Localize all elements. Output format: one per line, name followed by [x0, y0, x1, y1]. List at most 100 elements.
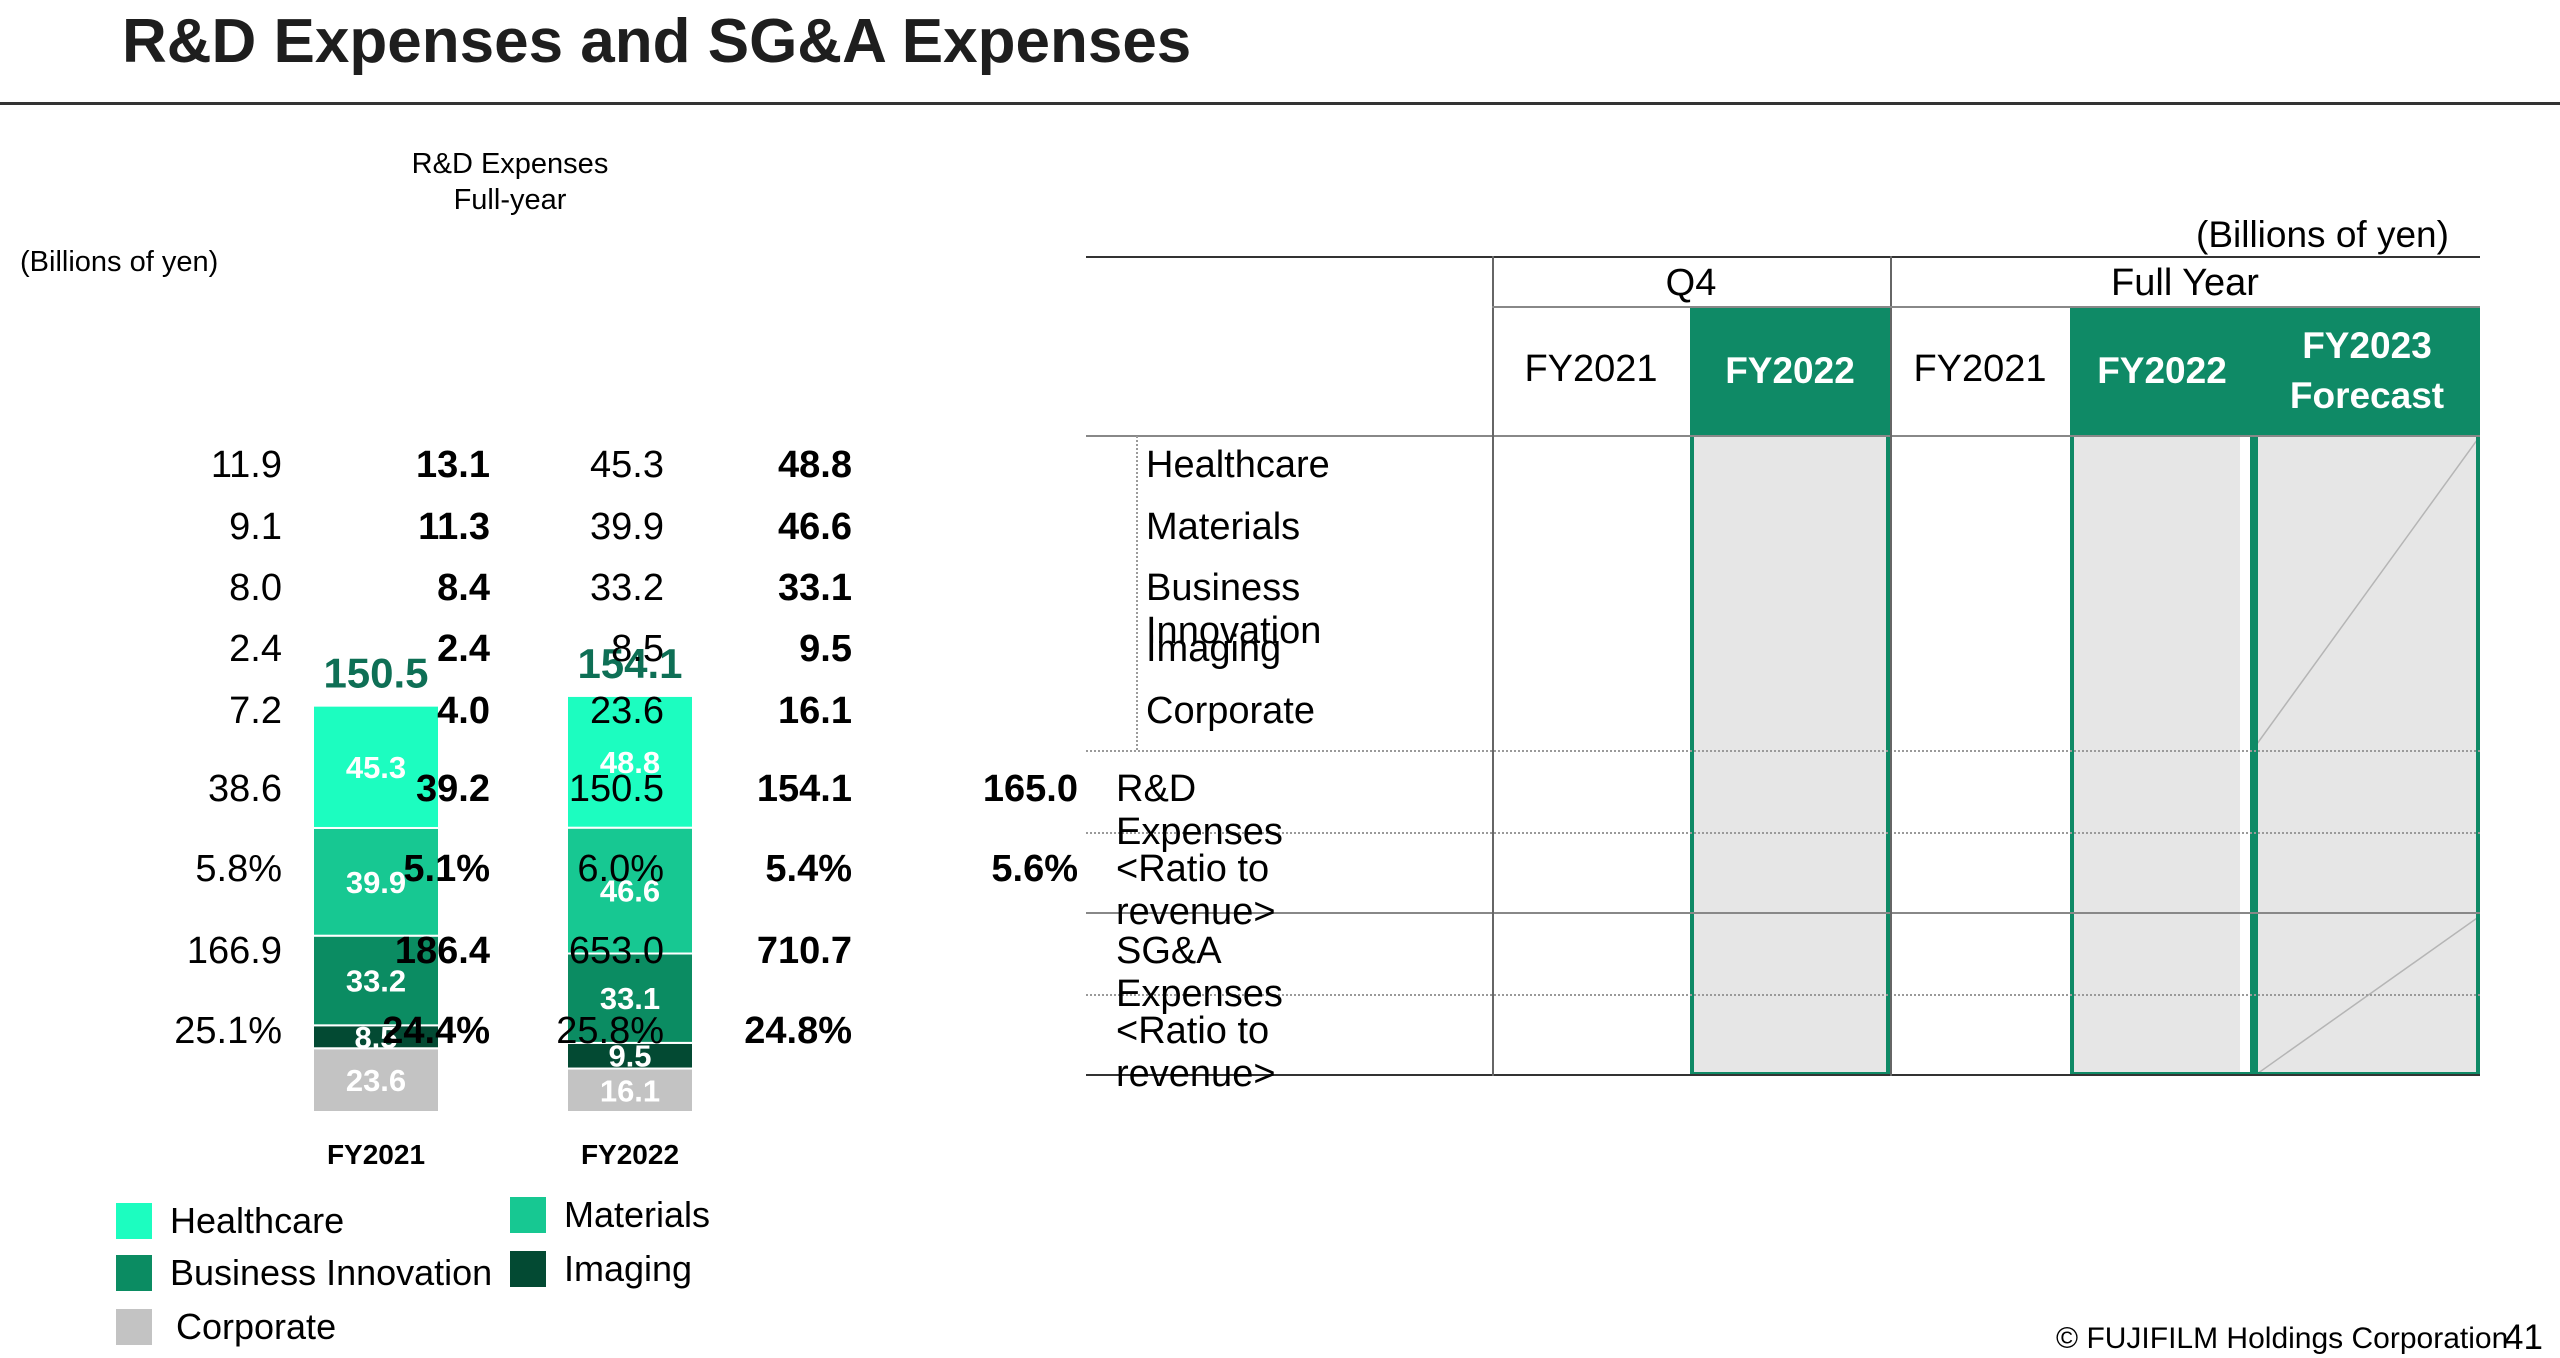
- legend-swatch-business-innovation: [116, 1255, 152, 1291]
- legend-swatch-materials: [510, 1197, 546, 1233]
- total-label-fy2022: 154.1: [577, 640, 682, 687]
- table-cell: 9.5: [799, 628, 852, 670]
- col-sep-label: [1492, 256, 1494, 1076]
- chart-title: R&D Expenses Full-year: [360, 146, 660, 218]
- table-cell: 165.0: [982, 768, 1078, 810]
- value-label-fy2022-imaging: 9.5: [608, 1039, 651, 1074]
- table-cell: 16.1: [778, 690, 852, 732]
- header-q4-fy2022: FY2022: [1690, 306, 1890, 436]
- bar-fy2021-corporate: [312, 1047, 440, 1114]
- header-fy2023-forecast: FY2023 Forecast: [2254, 306, 2480, 436]
- table-rule-sga: [1086, 912, 2480, 914]
- table-cell: 5.4%: [765, 848, 852, 890]
- table-cell: 39.9: [590, 506, 664, 548]
- page-title: R&D Expenses and SG&A Expenses: [122, 7, 1192, 76]
- legend-label-healthcare: Healthcare: [170, 1200, 345, 1241]
- legend-swatch-healthcare: [116, 1203, 152, 1239]
- table-rule-sga-ratio: [1086, 994, 2480, 996]
- table-cell: 8.5: [611, 628, 664, 670]
- table-unit-label: (Billions of yen): [2196, 214, 2449, 255]
- table-cell: 25.8%: [556, 1010, 664, 1052]
- legend-label-corporate: Corporate: [176, 1306, 337, 1347]
- group-header-q4: Q4: [1665, 262, 1717, 304]
- table-cell: 33.1: [778, 567, 852, 609]
- row-label: Materials: [1146, 506, 1301, 548]
- table-header-rule: [1086, 435, 2480, 437]
- table-cell: 6.0%: [577, 848, 664, 890]
- table-cell: 48.8: [778, 444, 852, 486]
- stacked-bar-chart: 23.68.533.239.945.3150.5FY202116.19.533.…: [312, 640, 694, 1170]
- row-label: <Ratio to revenue>: [1116, 848, 1276, 933]
- row-label: Business Innovation: [1146, 567, 1322, 652]
- legend-item-corporate: Corporate: [116, 1306, 336, 1348]
- table-rule-rd: [1086, 750, 2480, 752]
- table-cell: 150.5: [568, 768, 664, 810]
- forecast-empty-marks: [2254, 436, 2480, 1076]
- table-cell: 24.8%: [744, 1010, 852, 1052]
- category-label-fy2021: FY2021: [327, 1139, 425, 1170]
- segment-bracket: [1136, 436, 1138, 750]
- title-divider: [0, 102, 2560, 105]
- chart-title-line1: R&D Expenses: [411, 148, 609, 180]
- footer-copyright: © FUJIFILM Holdings Corporation: [2056, 1322, 2509, 1355]
- value-label-fy2022-business-innovation: 33.1: [600, 981, 660, 1016]
- bar-fy2022-materials: [566, 826, 694, 955]
- table-cell: 154.1: [756, 768, 852, 810]
- table-cell: 45.3: [590, 444, 664, 486]
- table-top-rule: [1086, 256, 2480, 258]
- row-label: Imaging: [1146, 628, 1282, 670]
- row-label: Corporate: [1146, 690, 1315, 732]
- table-cell: 13.1: [416, 444, 490, 486]
- legend-item-materials: Materials: [510, 1194, 710, 1236]
- table-cell: 5.6%: [991, 848, 1078, 890]
- table-cell: 166.9: [186, 930, 282, 972]
- table-cell: 9.1: [229, 506, 282, 548]
- col-sep-q4-fy: [1890, 256, 1892, 1076]
- table-cell: 33.2: [590, 567, 664, 609]
- table-cell: 4.0: [437, 690, 490, 732]
- table-cell: 23.6: [590, 690, 664, 732]
- legend-swatch-corporate: [116, 1309, 152, 1345]
- legend-label-business-innovation: Business Innovation: [170, 1252, 493, 1293]
- frame-fy-fy2022: [2070, 306, 2254, 1076]
- table-cell: 11.3: [418, 506, 490, 548]
- row-label: SG&A Expenses: [1116, 930, 1283, 1015]
- table-cell: 2.4: [229, 628, 282, 670]
- legend-item-healthcare: Healthcare: [116, 1200, 344, 1242]
- table-cell: 46.6: [778, 506, 852, 548]
- bar-fy2022-business-innovation: [566, 952, 694, 1044]
- row-label: Healthcare: [1146, 444, 1330, 486]
- row-label: R&D Expenses: [1116, 768, 1283, 853]
- value-label-fy2022-healthcare: 48.8: [600, 745, 660, 780]
- table-cell: 8.4: [437, 567, 490, 609]
- table-cell: 653.0: [568, 930, 664, 972]
- legend-swatch-imaging: [510, 1251, 546, 1287]
- page-number: 41: [2504, 1318, 2543, 1357]
- table-cell: 186.4: [394, 930, 490, 972]
- table-cell: 25.1%: [174, 1010, 282, 1052]
- table-cell: 11.9: [210, 444, 282, 486]
- shade-fy2023-forecast: [2254, 436, 2480, 1076]
- forecast-slash-top: [2254, 436, 2480, 749]
- table-cell: 39.2: [416, 768, 490, 810]
- value-label-fy2022-materials: 46.6: [600, 874, 660, 909]
- frame-q4-fy2022: [1690, 306, 1890, 1076]
- value-label-fy2021-corporate: 23.6: [346, 1063, 406, 1098]
- table-rule-rd-ratio: [1086, 832, 2480, 834]
- header-fy-fy2021: FY2021: [1913, 348, 2047, 390]
- frame-fy2023-forecast: [2254, 306, 2480, 1076]
- bar-fy2021-healthcare: [312, 704, 440, 829]
- bar-fy2022-imaging: [566, 1041, 694, 1070]
- legend-label-materials: Materials: [564, 1194, 711, 1235]
- legend-label-imaging: Imaging: [564, 1248, 693, 1289]
- table-cell: 24.4%: [382, 1010, 490, 1052]
- table-cell: 710.7: [756, 930, 852, 972]
- table-cell: 2.4: [437, 628, 490, 670]
- bar-fy2022-healthcare: [566, 694, 694, 829]
- shade-q4-fy2022: [1690, 436, 1890, 1076]
- value-label-fy2021-business-innovation: 33.2: [346, 964, 406, 999]
- bar-fy2021-business-innovation: [312, 934, 440, 1027]
- value-label-fy2022-corporate: 16.1: [600, 1073, 660, 1108]
- table-cell: 5.8%: [195, 848, 282, 890]
- table-cell: 7.2: [229, 690, 282, 732]
